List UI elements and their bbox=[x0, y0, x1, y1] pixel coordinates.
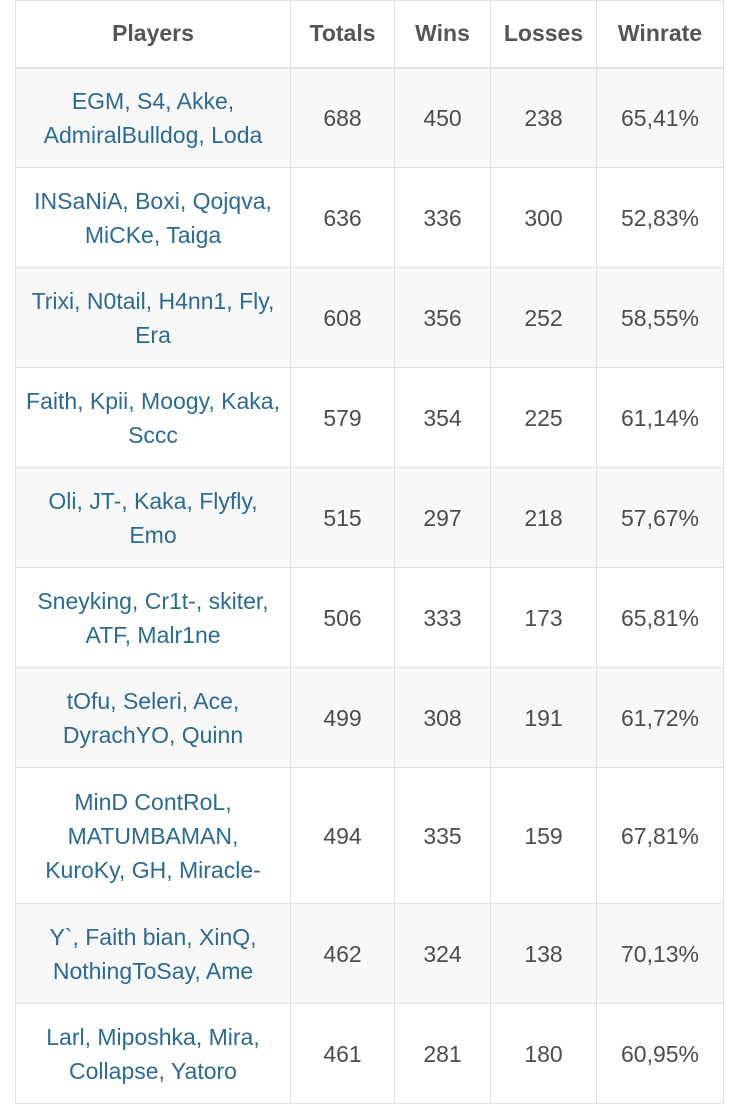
table-row: Larl, Miposhka, Mira, Collapse, Yatoro 4… bbox=[15, 1003, 724, 1104]
winrate-cell: 70,13% bbox=[596, 903, 724, 1004]
table-row: Y`, Faith bian, XinQ, NothingToSay, Ame … bbox=[15, 903, 724, 1004]
losses-cell: 225 bbox=[490, 367, 597, 468]
wins-cell: 336 bbox=[394, 167, 491, 268]
winrate-cell: 65,41% bbox=[596, 67, 724, 168]
wins-cell: 333 bbox=[394, 567, 491, 668]
players-cell[interactable]: Oli, JT-, Kaka, Flyfly, Emo bbox=[15, 467, 291, 568]
totals-cell: 515 bbox=[290, 467, 395, 568]
winrate-cell: 57,67% bbox=[596, 467, 724, 568]
wins-cell: 450 bbox=[394, 67, 491, 168]
players-cell[interactable]: Sneyking, Cr1t-, skiter, ATF, Malr1ne bbox=[15, 567, 291, 668]
totals-cell: 608 bbox=[290, 267, 395, 368]
players-cell[interactable]: INSaNiA, Boxi, Qojqva, MiCKe, Taiga bbox=[15, 167, 291, 268]
wins-cell: 308 bbox=[394, 667, 491, 768]
losses-cell: 138 bbox=[490, 903, 597, 1004]
losses-cell: 191 bbox=[490, 667, 597, 768]
winrate-cell: 52,83% bbox=[596, 167, 724, 268]
winrate-cell: 67,81% bbox=[596, 767, 724, 904]
table-row: Oli, JT-, Kaka, Flyfly, Emo 515 297 218 … bbox=[15, 467, 724, 568]
losses-cell: 180 bbox=[490, 1003, 597, 1104]
players-cell[interactable]: Trixi, N0tail, H4nn1, Fly, Era bbox=[15, 267, 291, 368]
table-row: Faith, Kpii, Moogy, Kaka, Sccc 579 354 2… bbox=[15, 367, 724, 468]
players-cell[interactable]: tOfu, Seleri, Ace, DyrachYO, Quinn bbox=[15, 667, 291, 768]
wins-cell: 324 bbox=[394, 903, 491, 1004]
losses-cell: 252 bbox=[490, 267, 597, 368]
header-wins: Wins bbox=[394, 0, 491, 69]
table-row: MinD ContRoL, MATUMBAMAN, KuroKy, GH, Mi… bbox=[15, 767, 724, 904]
players-cell[interactable]: EGM, S4, Akke, AdmiralBulldog, Loda bbox=[15, 67, 291, 168]
wins-cell: 354 bbox=[394, 367, 491, 468]
players-cell[interactable]: Y`, Faith bian, XinQ, NothingToSay, Ame bbox=[15, 903, 291, 1004]
totals-cell: 636 bbox=[290, 167, 395, 268]
players-cell[interactable]: Faith, Kpii, Moogy, Kaka, Sccc bbox=[15, 367, 291, 468]
totals-cell: 494 bbox=[290, 767, 395, 904]
wins-cell: 335 bbox=[394, 767, 491, 904]
header-losses: Losses bbox=[490, 0, 597, 69]
losses-cell: 218 bbox=[490, 467, 597, 568]
losses-cell: 159 bbox=[490, 767, 597, 904]
totals-cell: 506 bbox=[290, 567, 395, 668]
table-row: tOfu, Seleri, Ace, DyrachYO, Quinn 499 3… bbox=[15, 667, 724, 768]
wins-cell: 356 bbox=[394, 267, 491, 368]
header-players: Players bbox=[15, 0, 291, 69]
stats-table: Players Totals Wins Losses Winrate EGM, … bbox=[15, 0, 724, 1104]
totals-cell: 462 bbox=[290, 903, 395, 1004]
losses-cell: 173 bbox=[490, 567, 597, 668]
table-row: Trixi, N0tail, H4nn1, Fly, Era 608 356 2… bbox=[15, 267, 724, 368]
totals-cell: 461 bbox=[290, 1003, 395, 1104]
winrate-cell: 60,95% bbox=[596, 1003, 724, 1104]
players-cell[interactable]: Larl, Miposhka, Mira, Collapse, Yatoro bbox=[15, 1003, 291, 1104]
winrate-cell: 61,14% bbox=[596, 367, 724, 468]
table-row: INSaNiA, Boxi, Qojqva, MiCKe, Taiga 636 … bbox=[15, 167, 724, 268]
table-row: EGM, S4, Akke, AdmiralBulldog, Loda 688 … bbox=[15, 67, 724, 168]
winrate-cell: 58,55% bbox=[596, 267, 724, 368]
header-winrate: Winrate bbox=[596, 0, 724, 69]
totals-cell: 688 bbox=[290, 67, 395, 168]
table-row: Sneyking, Cr1t-, skiter, ATF, Malr1ne 50… bbox=[15, 567, 724, 668]
totals-cell: 499 bbox=[290, 667, 395, 768]
losses-cell: 300 bbox=[490, 167, 597, 268]
totals-cell: 579 bbox=[290, 367, 395, 468]
losses-cell: 238 bbox=[490, 67, 597, 168]
wins-cell: 281 bbox=[394, 1003, 491, 1104]
wins-cell: 297 bbox=[394, 467, 491, 568]
players-cell[interactable]: MinD ContRoL, MATUMBAMAN, KuroKy, GH, Mi… bbox=[15, 767, 291, 904]
header-row: Players Totals Wins Losses Winrate bbox=[15, 0, 724, 69]
winrate-cell: 61,72% bbox=[596, 667, 724, 768]
header-totals: Totals bbox=[290, 0, 395, 69]
winrate-cell: 65,81% bbox=[596, 567, 724, 668]
